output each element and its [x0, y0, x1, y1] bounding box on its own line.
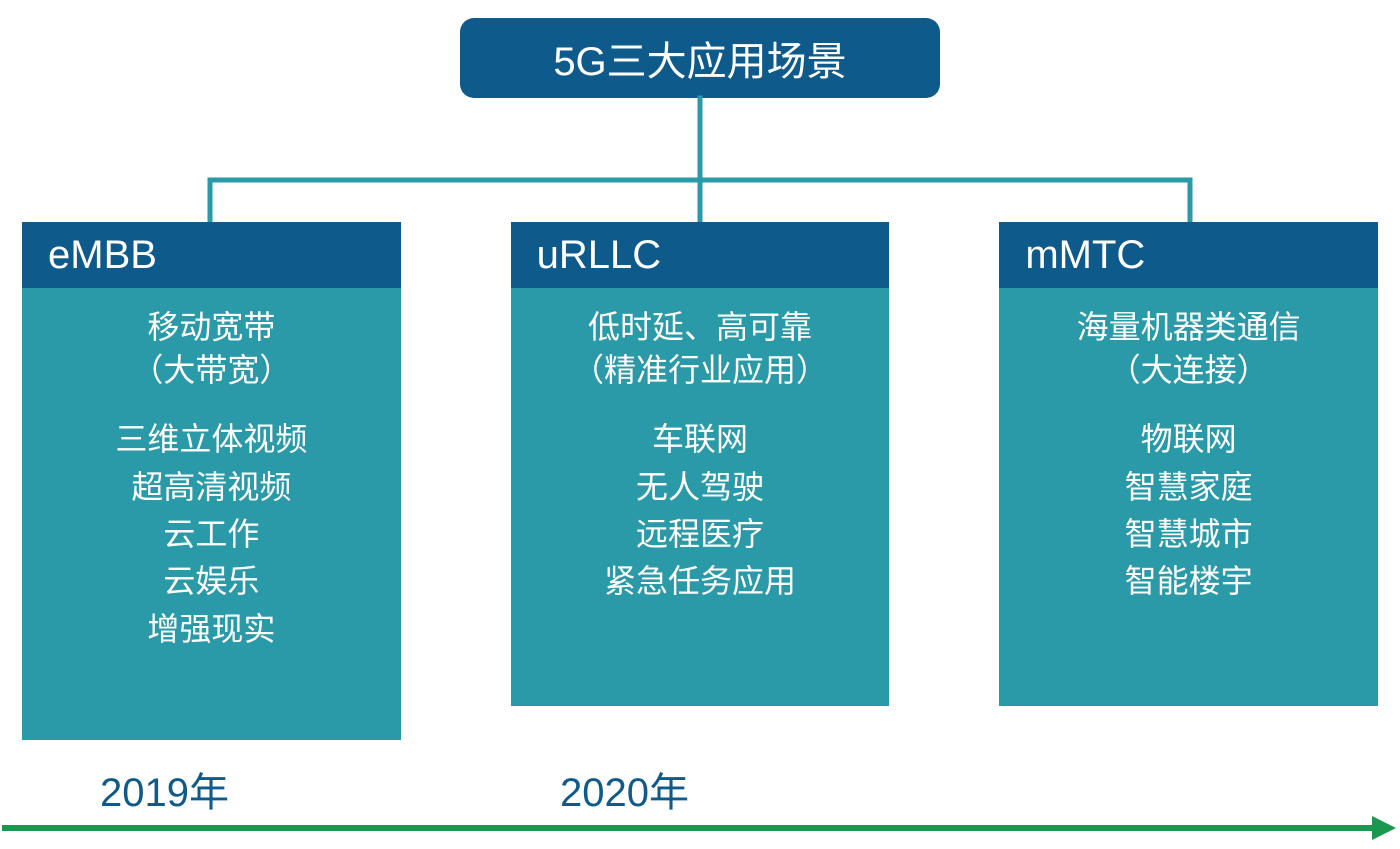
column-item: 无人驾驶	[636, 464, 764, 511]
column-body: 海量机器类通信（大连接） 物联网智慧家庭智慧城市智能楼宇	[999, 288, 1378, 706]
column-subtitle: 低时延、高可靠（精准行业应用）	[572, 306, 828, 392]
column-item: 云工作	[163, 511, 259, 558]
column-subtitle: 移动宽带（大带宽）	[131, 306, 291, 392]
column-item: 远程医疗	[636, 511, 764, 558]
column-item: 智能楼宇	[1125, 558, 1253, 605]
column-item: 物联网	[1141, 416, 1237, 463]
root-node: 5G三大应用场景	[460, 18, 940, 98]
column-item: 智慧城市	[1125, 511, 1253, 558]
timeline-label: 2020年	[560, 760, 689, 818]
subtitle-line: 移动宽带	[131, 306, 291, 349]
column-item: 车联网	[652, 416, 748, 463]
root-label: 5G三大应用场景	[553, 29, 846, 87]
column-body: 低时延、高可靠（精准行业应用） 车联网无人驾驶远程医疗紧急任务应用	[511, 288, 890, 706]
column-item: 紧急任务应用	[604, 558, 796, 605]
subtitle-line: 低时延、高可靠	[572, 306, 828, 349]
column-mmtc: mMTC 海量机器类通信（大连接） 物联网智慧家庭智慧城市智能楼宇	[999, 222, 1378, 740]
column-header-label: uRLLC	[537, 233, 662, 278]
columns-container: eMBB 移动宽带（大带宽） 三维立体视频超高清视频云工作云娱乐增强现实 uRLL…	[22, 222, 1378, 740]
column-item: 增强现实	[147, 606, 275, 653]
column-urllc: uRLLC 低时延、高可靠（精准行业应用） 车联网无人驾驶远程医疗紧急任务应用	[511, 222, 890, 740]
column-header: mMTC	[999, 222, 1378, 288]
column-body: 移动宽带（大带宽） 三维立体视频超高清视频云工作云娱乐增强现实	[22, 288, 401, 740]
column-item: 智慧家庭	[1125, 464, 1253, 511]
subtitle-line: （精准行业应用）	[572, 349, 828, 392]
subtitle-line: （大带宽）	[131, 349, 291, 392]
column-item: 三维立体视频	[115, 416, 307, 463]
column-header-label: eMBB	[48, 233, 157, 278]
column-item: 超高清视频	[131, 464, 291, 511]
subtitle-line: （大连接）	[1077, 349, 1301, 392]
column-header-label: mMTC	[1025, 233, 1145, 278]
column-embb: eMBB 移动宽带（大带宽） 三维立体视频超高清视频云工作云娱乐增强现实	[22, 222, 401, 740]
column-header: eMBB	[22, 222, 401, 288]
column-header: uRLLC	[511, 222, 890, 288]
timeline-arrow	[0, 816, 1400, 846]
column-item: 云娱乐	[163, 558, 259, 605]
column-subtitle: 海量机器类通信（大连接）	[1077, 306, 1301, 392]
timeline-label: 2019年	[100, 760, 229, 818]
subtitle-line: 海量机器类通信	[1077, 306, 1301, 349]
